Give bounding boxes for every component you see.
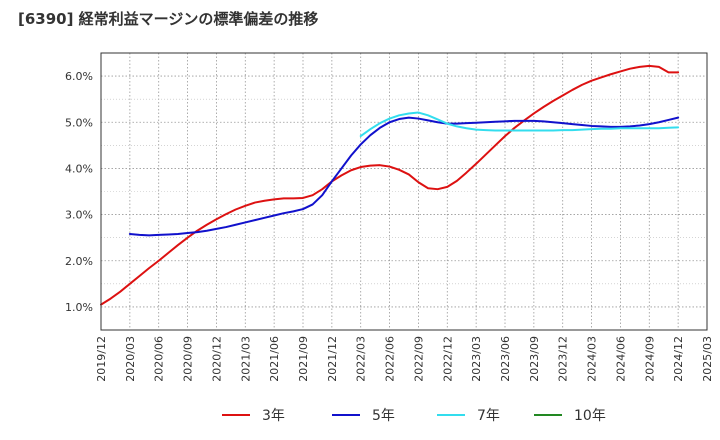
x-tick-label: 2021/03 <box>239 336 252 382</box>
y-tick-label: 2.0% <box>65 255 93 268</box>
x-tick-label: 2020/12 <box>210 336 223 382</box>
chart-title: [6390] 経常利益マージンの標準偏差の推移 <box>18 10 319 28</box>
legend-label-10年: 10年 <box>574 408 606 424</box>
legend-label-3年: 3年 <box>262 408 285 424</box>
x-tick-label: 2024/09 <box>643 336 656 382</box>
x-tick-label: 2023/06 <box>499 336 512 382</box>
x-tick-label: 2020/09 <box>182 336 195 382</box>
x-tick-label: 2024/03 <box>586 336 599 382</box>
x-tick-label: 2025/03 <box>701 336 714 382</box>
y-tick-label: 1.0% <box>65 301 93 314</box>
x-tick-label: 2024/06 <box>614 336 627 382</box>
legend-label-7年: 7年 <box>477 408 500 424</box>
series-line-3年 <box>100 64 680 306</box>
y-tick-label: 5.0% <box>65 116 93 129</box>
x-tick-label: 2020/06 <box>153 336 166 382</box>
x-tick-label: 2021/06 <box>268 336 281 382</box>
x-tick-label: 2020/03 <box>124 336 137 382</box>
x-tick-label: 2021/09 <box>297 336 310 382</box>
x-tick-label: 2023/09 <box>528 336 541 382</box>
x-tick-label: 2022/06 <box>384 336 397 382</box>
x-tick-label: 2022/12 <box>441 336 454 382</box>
x-tick-label: 2022/03 <box>355 336 368 382</box>
x-tick-label: 2022/09 <box>412 336 425 382</box>
legend: 3年 5年 7年 10年 <box>222 408 606 424</box>
y-tick-labels: 1.0% 2.0% 3.0% 4.0% 5.0% 6.0% <box>65 70 93 314</box>
x-tick-labels: 2019/12 2020/03 2020/06 2020/09 2020/12 2021/… <box>95 336 714 382</box>
series-line-5年 <box>128 116 680 237</box>
y-tick-label: 6.0% <box>65 70 93 83</box>
x-tick-label: 2023/12 <box>557 336 570 382</box>
series-layer <box>100 64 680 306</box>
legend-label-5年: 5年 <box>372 408 395 424</box>
y-tick-label: 3.0% <box>65 209 93 222</box>
series-line-7年 <box>359 111 680 138</box>
grid-layer <box>101 53 707 330</box>
x-tick-label: 2021/12 <box>326 336 339 382</box>
x-tick-label: 2019/12 <box>95 336 108 382</box>
x-tick-label: 2024/12 <box>672 336 685 382</box>
plot-frame <box>100 52 708 331</box>
x-tick-label: 2023/03 <box>470 336 483 382</box>
y-tick-label: 4.0% <box>65 162 93 175</box>
